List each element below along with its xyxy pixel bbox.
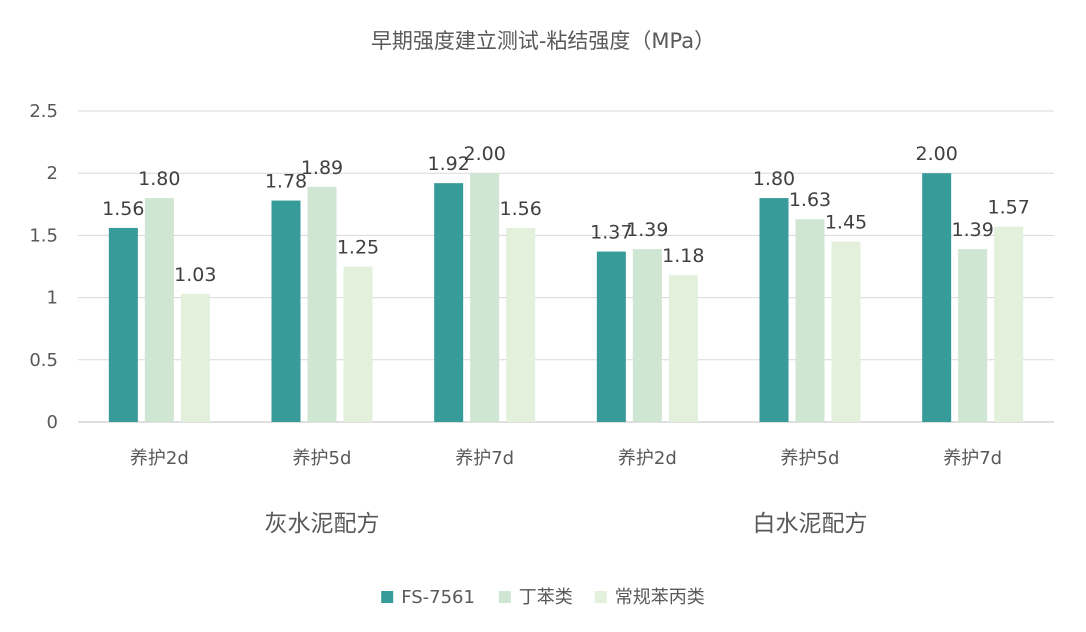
gridlines <box>78 110 1054 423</box>
bar <box>307 186 337 422</box>
legend-swatch <box>594 591 607 603</box>
data-label: 1.25 <box>337 237 379 259</box>
bar <box>434 183 464 422</box>
bar <box>922 173 952 422</box>
legend-swatch <box>498 591 511 603</box>
y-tick-label: 2.5 <box>29 101 58 122</box>
bar <box>596 251 626 422</box>
group-labels: 灰水泥配方 白水泥配方 <box>265 511 868 537</box>
bar <box>470 173 500 422</box>
data-label: 1.80 <box>753 168 795 190</box>
data-label: 1.56 <box>500 198 542 220</box>
data-label: 1.80 <box>138 168 180 190</box>
x-tick-label: 养护5d <box>781 448 840 469</box>
x-tick-label: 养护2d <box>130 448 189 469</box>
bar <box>271 200 301 422</box>
data-label: 1.45 <box>825 212 867 234</box>
y-axis: 0 0.5 1 1.5 2 2.5 <box>29 101 58 433</box>
y-tick-label: 0 <box>47 412 58 433</box>
data-label: 1.39 <box>952 219 994 241</box>
data-label: 1.37 <box>590 222 632 244</box>
x-axis: 养护2d 养护5d 养护7d 养护2d 养护5d 养护7d <box>130 448 1002 469</box>
bar <box>958 249 988 422</box>
chart-title: 早期强度建立测试-粘结强度（MPa） <box>371 29 715 53</box>
legend-label: FS-7561 <box>401 587 475 608</box>
data-label: 2.00 <box>464 143 506 165</box>
bar <box>343 266 373 422</box>
data-labels: 1.561.801.031.781.891.251.922.001.561.37… <box>102 143 1030 286</box>
data-label: 1.56 <box>102 198 144 220</box>
legend-label: 丁苯类 <box>519 587 573 608</box>
legend-label: 常规苯丙类 <box>615 587 705 608</box>
x-tick-label: 养护2d <box>618 448 677 469</box>
legend-item: FS-7561 <box>381 587 475 608</box>
data-label: 1.89 <box>301 157 343 179</box>
x-tick-label: 养护5d <box>293 448 352 469</box>
bar <box>632 249 662 422</box>
bar <box>994 226 1024 422</box>
bars <box>108 173 1024 422</box>
data-label: 2.00 <box>916 143 958 165</box>
data-label: 1.63 <box>789 189 831 211</box>
x-tick-label: 养护7d <box>455 448 514 469</box>
data-label: 1.92 <box>428 153 470 175</box>
data-label: 1.03 <box>174 264 216 286</box>
group-label: 白水泥配方 <box>753 511 868 537</box>
x-tick-label: 养护7d <box>943 448 1002 469</box>
legend-item: 丁苯类 <box>498 587 573 608</box>
bar <box>144 198 174 422</box>
bar <box>180 293 210 422</box>
y-tick-label: 2 <box>47 163 58 184</box>
data-label: 1.18 <box>662 245 704 267</box>
bar <box>831 241 861 422</box>
y-tick-label: 0.5 <box>29 350 58 371</box>
data-label: 1.39 <box>626 219 668 241</box>
legend-swatch <box>381 591 394 603</box>
group-label: 灰水泥配方 <box>265 511 380 537</box>
legend-item: 常规苯丙类 <box>594 587 705 608</box>
y-tick-label: 1 <box>47 288 58 309</box>
y-tick-label: 1.5 <box>29 225 58 246</box>
bar <box>795 219 825 422</box>
legend: FS-7561 丁苯类 常规苯丙类 <box>381 587 705 608</box>
data-label: 1.57 <box>988 197 1030 219</box>
bar <box>506 227 536 422</box>
data-label: 1.78 <box>265 171 307 193</box>
bar <box>759 198 789 422</box>
bar <box>668 275 698 422</box>
bar <box>108 227 138 422</box>
